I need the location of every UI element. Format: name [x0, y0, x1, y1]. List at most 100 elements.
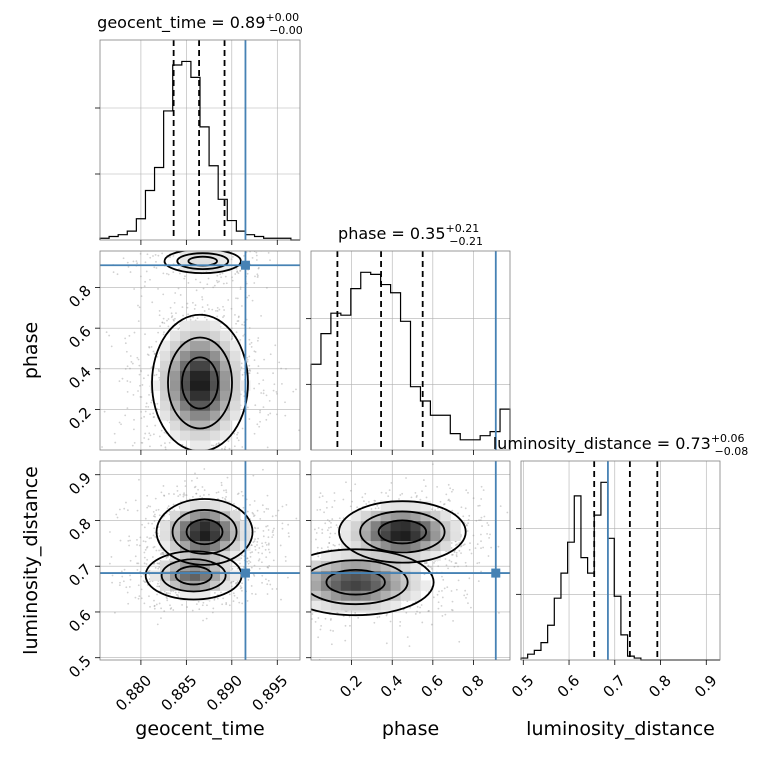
sample-point [218, 452, 220, 454]
sample-point [254, 404, 257, 407]
sample-point [151, 399, 153, 402]
sample-point [262, 406, 265, 409]
sample-point [477, 580, 480, 583]
density-cell [390, 520, 402, 532]
sample-point [249, 561, 252, 564]
sample-point [257, 266, 260, 269]
density-cell [200, 590, 211, 601]
sample-point [472, 497, 475, 500]
sample-point [123, 507, 126, 510]
sample-point [229, 453, 231, 455]
sample-point [247, 562, 250, 565]
sample-point [294, 561, 296, 563]
sample-point [464, 561, 467, 564]
sample-point [202, 287, 205, 290]
sample-point [447, 483, 450, 486]
sample-point [119, 581, 121, 584]
density-cell [160, 350, 171, 361]
density-cell [220, 360, 231, 371]
sample-point [295, 517, 298, 520]
sample-point [288, 535, 290, 538]
density-cell [210, 340, 221, 351]
sample-point [209, 601, 211, 603]
sample-point [156, 355, 159, 358]
sample-point [150, 236, 152, 238]
sample-point [247, 369, 250, 372]
sample-point [439, 500, 442, 503]
sample-point [155, 267, 158, 269]
sample-point [236, 581, 239, 584]
sample-point [203, 489, 206, 492]
sample-point [163, 331, 165, 334]
density-cell [350, 560, 362, 571]
sample-point [125, 350, 128, 353]
sample-point [157, 287, 159, 290]
density-cell [180, 320, 191, 332]
sample-point [149, 278, 151, 281]
sample-point [363, 500, 365, 503]
density-cell [380, 510, 392, 522]
sample-point [325, 501, 328, 503]
sample-point [266, 513, 268, 515]
sample-point [162, 272, 165, 275]
sample-point [487, 555, 490, 557]
sample-point [242, 599, 244, 601]
sample-point [118, 508, 121, 511]
sample-point [248, 327, 251, 329]
density-cell [320, 590, 332, 601]
density-cell [190, 370, 201, 381]
sample-point [248, 559, 250, 562]
sample-point [465, 524, 468, 527]
sample-point [231, 276, 233, 279]
density-cell [440, 540, 451, 552]
sample-point [462, 515, 465, 518]
sample-point [179, 477, 181, 479]
sample-point [437, 507, 439, 510]
sample-point [257, 274, 259, 277]
sample-point [170, 312, 173, 315]
sample-point [416, 610, 418, 613]
sample-point [271, 471, 273, 473]
sample-point [275, 391, 278, 393]
sample-point [168, 492, 170, 495]
sample-point [225, 603, 228, 606]
sample-point [456, 543, 458, 546]
density-cell [311, 560, 322, 571]
sample-point [266, 566, 269, 569]
sample-point [144, 280, 147, 283]
sample-point [129, 355, 132, 357]
sample-point [457, 512, 459, 515]
sample-point [174, 292, 177, 294]
sample-point [261, 545, 264, 548]
sample-point [470, 552, 473, 555]
sample-point [174, 249, 176, 251]
sample-point [183, 478, 185, 480]
sample-point [336, 611, 339, 614]
sample-point [256, 372, 259, 375]
density-cell [160, 370, 171, 381]
sample-point [232, 592, 235, 595]
density-cell [170, 390, 181, 401]
density-cell [380, 560, 392, 571]
sample-point [120, 423, 122, 426]
sample-point [144, 333, 146, 336]
sample-point [257, 527, 259, 530]
density-cell [370, 590, 382, 601]
sample-point [241, 427, 244, 430]
sample-point [211, 465, 213, 467]
sample-point [250, 566, 253, 569]
sample-point [388, 489, 391, 492]
sample-point [220, 484, 223, 487]
density-cell [220, 580, 231, 591]
sample-point [161, 551, 164, 554]
sample-point [139, 275, 142, 278]
sample-point [306, 567, 308, 569]
sample-point [330, 617, 332, 620]
title-label-phase: phase = [338, 224, 410, 243]
sample-point [213, 592, 216, 594]
sample-point [314, 620, 317, 623]
sample-point [405, 477, 407, 479]
sample-point [189, 318, 192, 321]
sample-point [253, 564, 256, 567]
sample-point [414, 492, 417, 494]
